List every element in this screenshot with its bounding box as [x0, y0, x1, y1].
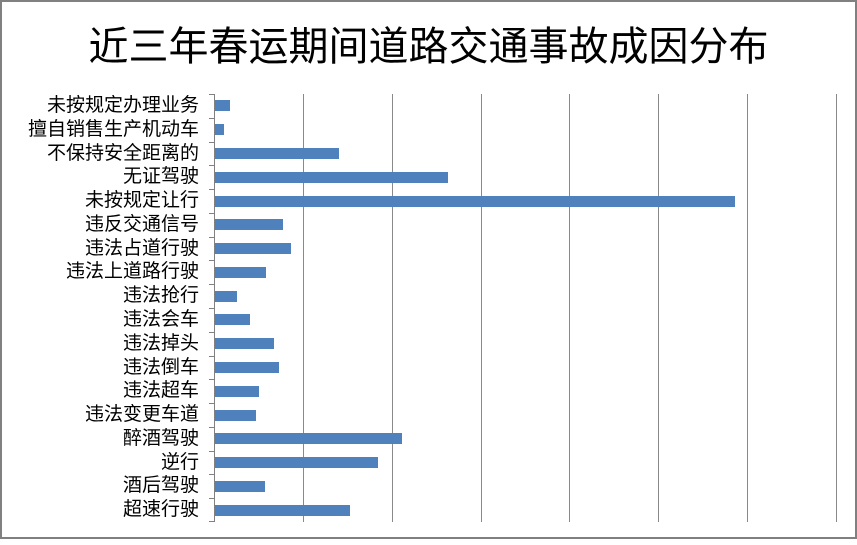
category-label: 违法占道行驶 — [84, 236, 199, 259]
bar — [215, 171, 448, 183]
category-label: 违法超车 — [122, 379, 199, 402]
axis-tick — [209, 521, 214, 522]
category-label: 违法抢行 — [122, 284, 199, 307]
bar — [215, 433, 403, 445]
bar — [215, 100, 231, 112]
bar — [215, 147, 340, 159]
gridline — [747, 94, 749, 522]
axis-tick — [209, 117, 214, 119]
chart-title: 近三年春运期间道路交通事故成因分布 — [88, 24, 769, 70]
bar — [215, 266, 266, 278]
category-label: 超速行驶 — [122, 498, 199, 521]
gridline — [302, 94, 304, 522]
axis-tick — [209, 236, 214, 238]
axis-tick — [209, 426, 214, 428]
axis-tick — [209, 355, 214, 357]
category-label: 醉酒驾驶 — [122, 426, 199, 449]
bar — [215, 314, 250, 326]
category-label: 违法掉头 — [122, 331, 199, 354]
category-label: 擅自销售生产机动车 — [27, 117, 199, 140]
category-label: 违反交通信号 — [84, 212, 199, 235]
gridline — [658, 94, 660, 522]
axis-tick — [209, 94, 214, 95]
bar — [215, 290, 238, 302]
bar — [215, 457, 378, 469]
axis-tick — [209, 308, 214, 309]
axis-tick — [209, 141, 214, 143]
bar — [215, 361, 279, 373]
category-axis-line — [214, 94, 215, 522]
category-label: 违法倒车 — [122, 355, 199, 378]
bar — [215, 385, 259, 397]
bar — [215, 409, 256, 421]
bar — [215, 480, 265, 492]
bar — [215, 124, 224, 136]
category-label: 酒后驾驶 — [122, 474, 199, 497]
axis-tick — [209, 212, 214, 214]
category-label: 违法变更车道 — [84, 403, 199, 426]
axis-tick — [209, 189, 214, 191]
category-label: 无证驾驶 — [122, 165, 199, 188]
category-label: 逆行 — [160, 450, 199, 473]
gridline — [569, 94, 571, 522]
gridline — [836, 94, 837, 522]
category-label: 未按规定让行 — [84, 189, 199, 212]
category-labels-area: 未按规定办理业务 擅自销售生产机动车 不保持安全距离的 无证驾驶 未按规定让行 违反交通信… — [2, 94, 207, 522]
axis-tick — [209, 498, 214, 500]
axis-tick — [209, 284, 214, 286]
bar — [215, 195, 735, 207]
axis-tick — [209, 331, 214, 333]
category-label: 违法上道路行驶 — [65, 260, 199, 283]
plot-area — [209, 94, 837, 522]
axis-tick — [209, 165, 214, 167]
bar — [215, 338, 274, 350]
bar — [215, 243, 292, 255]
category-label: 不保持安全距离的 — [46, 141, 199, 164]
gridline — [391, 94, 393, 522]
category-label: 违法会车 — [122, 308, 199, 330]
category-label: 未按规定办理业务 — [46, 94, 199, 116]
bar — [215, 504, 351, 516]
axis-tick — [209, 379, 214, 381]
axis-tick — [209, 260, 214, 262]
axis-tick — [209, 403, 214, 405]
bar — [215, 219, 283, 231]
axis-tick — [209, 474, 214, 476]
axis-tick — [209, 450, 214, 452]
gridline — [480, 94, 482, 522]
